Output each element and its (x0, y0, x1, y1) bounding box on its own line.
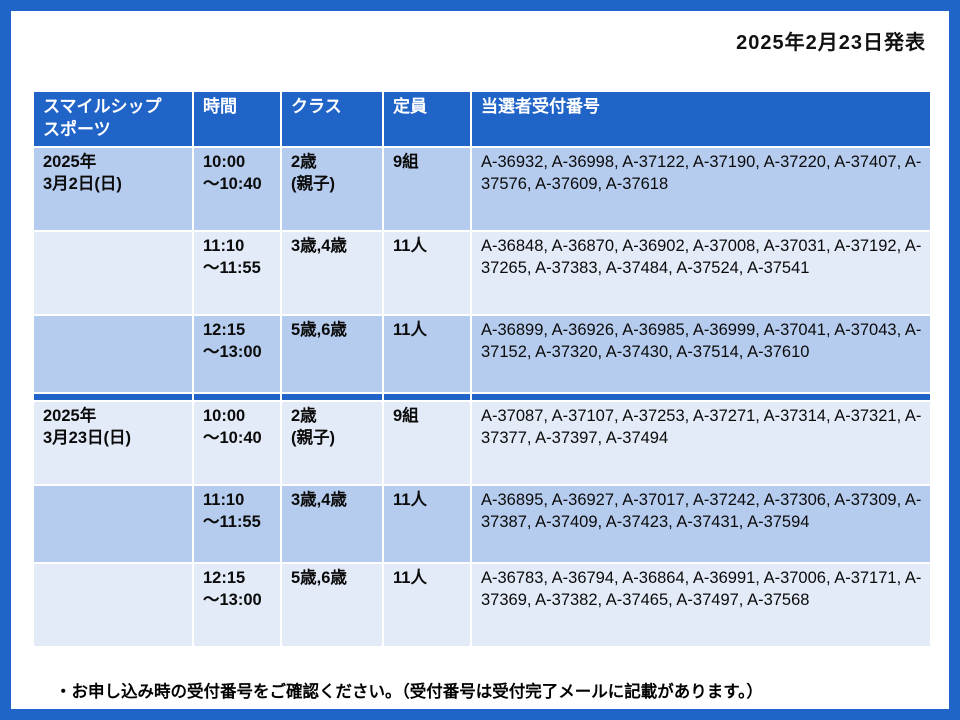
date-cell (32, 314, 194, 394)
table-row: 11:10 ～11:55 3歳,4歳 11人 A-36895, A-36927,… (32, 484, 932, 564)
capacity-cell: 11人 (382, 314, 472, 394)
class-cell: 3歳,4歳 (280, 484, 384, 564)
announce-date: 2025年2月23日発表 (736, 32, 926, 54)
capacity-cell: 11人 (382, 562, 472, 648)
time-cell: 10:00 ～10:40 (192, 146, 282, 232)
winners-cell: A-36932, A-36998, A-37122, A-37190, A-37… (470, 146, 932, 232)
table-row: 2025年 3月2日(日) 10:00 ～10:40 2歳 (親子) 9組 A-… (32, 146, 932, 232)
class-cell: 5歳,6歳 (280, 314, 384, 394)
capacity-cell: 11人 (382, 484, 472, 564)
date-cell (32, 230, 194, 316)
date-cell (32, 562, 194, 648)
section-divider-cell (32, 392, 194, 402)
header-time: 時間 (192, 90, 282, 148)
lottery-results-table: スマイルシップ スポーツ 時間 クラス 定員 当選者受付番号 2025年 3月2… (32, 90, 932, 648)
section-divider-cell (280, 392, 384, 402)
winners-cell: A-37087, A-37107, A-37253, A-37271, A-37… (470, 400, 932, 486)
class-cell: 3歳,4歳 (280, 230, 384, 316)
section-divider-cell (192, 392, 282, 402)
section-divider-cell (470, 392, 932, 402)
date-cell: 2025年 3月23日(日) (32, 400, 194, 486)
time-cell: 11:10 ～11:55 (192, 484, 282, 564)
date-cell: 2025年 3月2日(日) (32, 146, 194, 232)
time-cell: 11:10 ～11:55 (192, 230, 282, 316)
capacity-cell: 9組 (382, 146, 472, 232)
header-capacity: 定員 (382, 90, 472, 148)
section-divider (32, 392, 932, 402)
winners-cell: A-36899, A-36926, A-36985, A-36999, A-37… (470, 314, 932, 394)
table-header-row: スマイルシップ スポーツ 時間 クラス 定員 当選者受付番号 (32, 90, 932, 148)
section-divider-cell (382, 392, 472, 402)
class-cell: 2歳 (親子) (280, 400, 384, 486)
table-row: 12:15 ～13:00 5歳,6歳 11人 A-36899, A-36926,… (32, 314, 932, 394)
footnote: ・お申し込み時の受付番号をご確認ください。（受付番号は受付完了メールに記載があり… (55, 683, 763, 701)
date-cell (32, 484, 194, 564)
capacity-cell: 9組 (382, 400, 472, 486)
winners-cell: A-36895, A-36927, A-37017, A-37242, A-37… (470, 484, 932, 564)
time-cell: 10:00 ～10:40 (192, 400, 282, 486)
class-cell: 5歳,6歳 (280, 562, 384, 648)
table-row: 12:15 ～13:00 5歳,6歳 11人 A-36783, A-36794,… (32, 562, 932, 648)
class-cell: 2歳 (親子) (280, 146, 384, 232)
header-class: クラス (280, 90, 384, 148)
header-event-name: スマイルシップ スポーツ (32, 90, 194, 148)
table-row: 2025年 3月23日(日) 10:00 ～10:40 2歳 (親子) 9組 A… (32, 400, 932, 486)
time-cell: 12:15 ～13:00 (192, 562, 282, 648)
table-row: 11:10 ～11:55 3歳,4歳 11人 A-36848, A-36870,… (32, 230, 932, 316)
header-winner-numbers: 当選者受付番号 (470, 90, 932, 148)
capacity-cell: 11人 (382, 230, 472, 316)
winners-cell: A-36783, A-36794, A-36864, A-36991, A-37… (470, 562, 932, 648)
winners-cell: A-36848, A-36870, A-36902, A-37008, A-37… (470, 230, 932, 316)
time-cell: 12:15 ～13:00 (192, 314, 282, 394)
